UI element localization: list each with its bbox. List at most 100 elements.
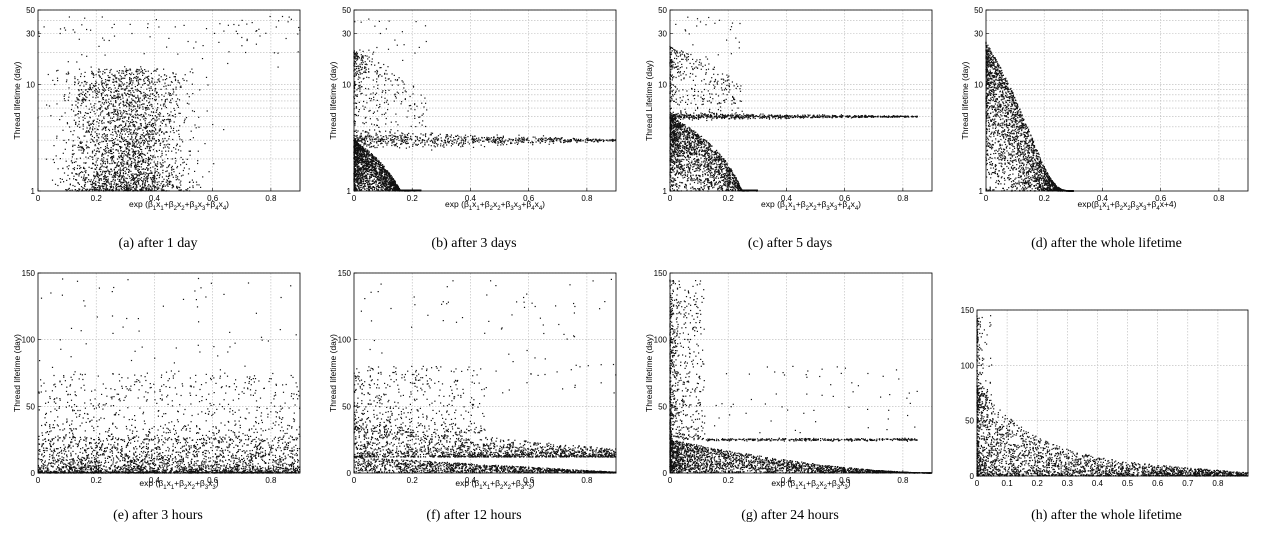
scatter-point	[165, 144, 167, 146]
scatter-point	[126, 184, 128, 186]
scatter-point	[130, 131, 132, 134]
scatter-point	[114, 81, 116, 83]
scatter-point	[78, 94, 80, 96]
scatter-point	[362, 168, 365, 170]
scatter-point	[50, 115, 52, 117]
scatter-point	[361, 167, 363, 169]
scatter-point	[108, 114, 110, 116]
scatter-point	[125, 177, 127, 179]
scatter-point	[67, 99, 69, 101]
scatter-point	[106, 95, 109, 97]
scatter-point	[119, 107, 121, 109]
scatter-point	[151, 104, 153, 106]
scatter-point	[125, 128, 127, 130]
scatter-point	[131, 84, 133, 86]
scatter-point	[119, 146, 121, 148]
scatter-point	[104, 138, 106, 140]
scatter-point	[384, 171, 386, 173]
scatter-point	[93, 110, 95, 113]
scatter-point	[164, 100, 166, 102]
scatter-point	[138, 171, 140, 174]
scatter-point	[379, 164, 381, 166]
scatter-point	[105, 81, 107, 83]
scatter-point	[125, 186, 127, 189]
scatter-point	[94, 188, 96, 190]
scatter-point	[143, 103, 145, 105]
scatter-point	[169, 76, 171, 78]
scatter-point	[143, 118, 145, 120]
scatter-point	[86, 121, 88, 123]
scatter-point	[386, 181, 388, 183]
scatter-point	[174, 26, 176, 28]
scatter-point	[120, 76, 122, 78]
scatter-point	[178, 82, 181, 84]
scatter-point	[126, 185, 128, 187]
scatter-point	[550, 138, 552, 140]
scatter-point	[133, 129, 135, 131]
scatter-point	[63, 139, 65, 141]
scatter-point	[85, 99, 87, 101]
scatter-point	[375, 141, 378, 143]
scatter-point	[139, 172, 141, 174]
scatter-point	[135, 150, 137, 152]
scatter-point	[157, 183, 159, 185]
grid	[354, 9, 616, 191]
scatter-point	[428, 144, 430, 146]
scatter-point	[362, 159, 364, 162]
scatter-point	[363, 183, 365, 185]
scatter-point	[99, 107, 101, 109]
scatter-point	[151, 181, 153, 183]
scatter-point	[170, 125, 172, 127]
scatter-point	[110, 68, 112, 71]
scatter-point	[269, 15, 271, 18]
scatter-point	[372, 169, 374, 171]
scatter-point	[162, 172, 164, 174]
scatter-point	[123, 92, 126, 94]
scatter-point	[164, 146, 166, 148]
scatter-point	[126, 82, 128, 84]
scatter-point	[117, 165, 119, 167]
scatter-point	[125, 94, 127, 97]
scatter-point	[371, 159, 373, 161]
scatter-point	[137, 182, 140, 184]
scatter-point	[80, 147, 82, 149]
scatter-point	[96, 172, 98, 174]
scatter-point	[356, 181, 358, 183]
scatter-point	[167, 176, 169, 178]
scatter-point	[362, 158, 364, 160]
scatter-point	[102, 170, 104, 172]
scatter-point	[104, 160, 106, 162]
scatter-point	[361, 167, 364, 169]
scatter-point	[138, 166, 141, 168]
scatter-point	[94, 175, 96, 177]
scatter-point	[354, 141, 356, 143]
scatter-point	[138, 151, 140, 153]
scatter-point	[144, 141, 146, 143]
scatter-point	[103, 149, 105, 151]
scatter-point	[90, 167, 92, 169]
scatter-point	[142, 168, 144, 170]
scatter-point	[544, 139, 546, 141]
scatter-point	[458, 138, 460, 140]
scatter-point	[121, 176, 123, 178]
scatter-point	[147, 125, 149, 128]
scatter-point	[168, 172, 170, 174]
scatter-point	[365, 151, 367, 153]
scatter-point	[162, 79, 164, 81]
scatter-point	[111, 157, 113, 159]
scatter-point	[88, 189, 91, 191]
scatter-point	[385, 170, 387, 172]
scatter-point	[361, 177, 363, 179]
scatter-point	[183, 79, 185, 81]
scatter-point	[378, 162, 380, 164]
scatter-point	[87, 181, 89, 183]
scatter-point	[356, 147, 358, 149]
scatter-point	[90, 179, 92, 181]
scatter-point	[106, 166, 108, 168]
scatter-point	[358, 183, 360, 185]
scatter-point	[104, 182, 106, 185]
scatter-point	[173, 91, 175, 93]
scatter-point	[149, 157, 151, 159]
scatter-point	[133, 143, 135, 145]
scatter-point	[376, 173, 378, 176]
